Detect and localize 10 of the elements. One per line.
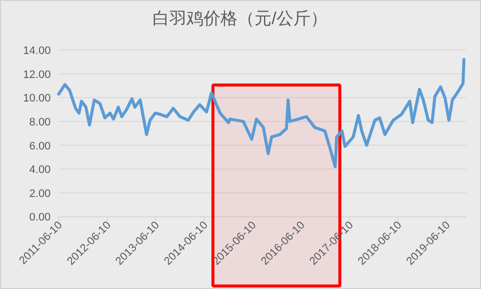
y-tick-label: 12.00 xyxy=(23,68,51,81)
line-series xyxy=(57,58,466,168)
y-tick-label: 4.00 xyxy=(29,164,51,176)
y-tick-label: 2.00 xyxy=(29,188,51,200)
y-tick-label: 8.00 xyxy=(29,116,51,128)
y-tick-label: 10.00 xyxy=(23,92,51,105)
chart-title: 白羽鸡价格（元/公斤） xyxy=(152,9,328,28)
y-tick-label: 6.00 xyxy=(29,140,51,152)
y-tick-label: 14.00 xyxy=(23,45,51,57)
y-tick-label: 0.00 xyxy=(29,212,51,224)
